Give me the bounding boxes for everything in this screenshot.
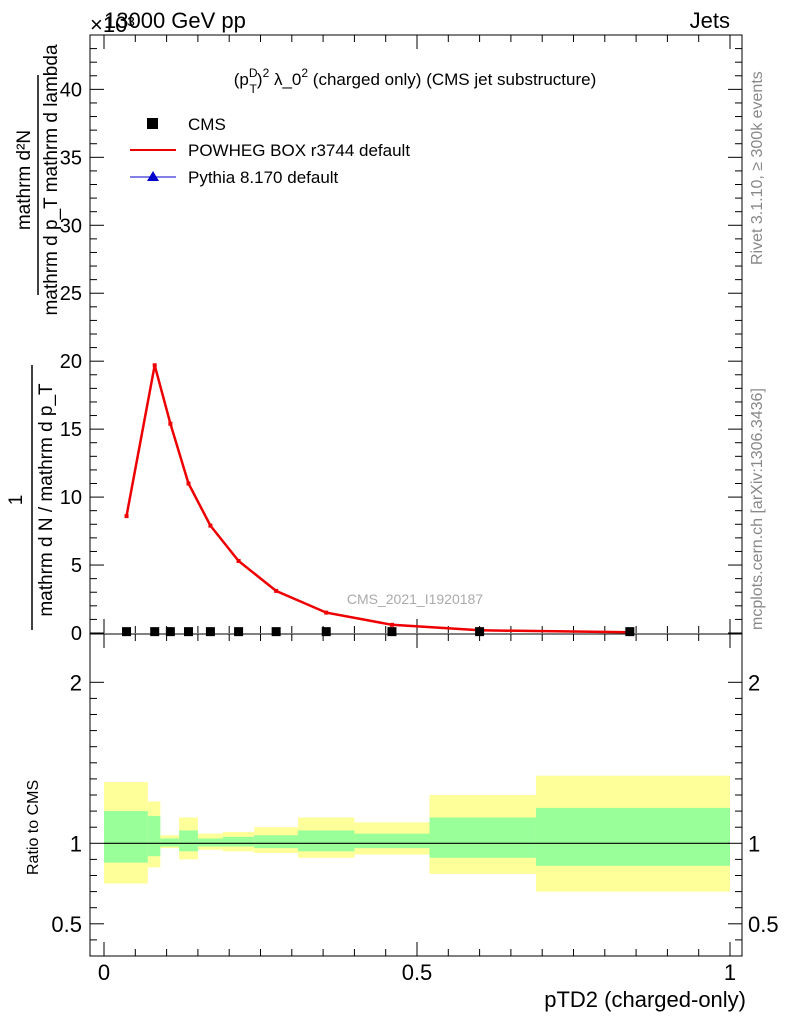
ylabel-denominator: mathrm d N / mathrm d p_T	[36, 383, 57, 617]
upper-ytick-label: 20	[60, 351, 82, 373]
ylabel-numerator-bottom: mathrm d p_T mathrm d lambda	[41, 44, 62, 315]
upper-ytick-label: 5	[71, 555, 82, 577]
ratio-band-inner	[197, 838, 223, 847]
ratio-band-inner	[254, 835, 299, 849]
header-exponent: ×10³	[90, 12, 135, 37]
cms-point	[625, 627, 635, 637]
cms-point	[150, 627, 160, 637]
header-left: 13000 GeV pp	[104, 8, 246, 33]
mcplots-text: mcplots.cern.ch [arXiv:1306.3436]	[749, 388, 766, 630]
xaxis-label: pTD2 (charged-only)	[544, 987, 746, 1012]
cms-point	[165, 627, 175, 637]
powheg-point	[208, 523, 213, 528]
upper-series-layer	[122, 363, 635, 637]
ratio-ylabel: Ratio to CMS	[25, 780, 42, 875]
legend-cms-label: CMS	[188, 115, 226, 134]
powheg-point	[324, 610, 329, 615]
lower-ytick-label-right: 2	[748, 670, 760, 695]
xtick-label: 1	[724, 960, 736, 985]
cms-point	[122, 627, 132, 637]
upper-ytick-label: 40	[60, 79, 82, 101]
ratio-band-inner	[104, 811, 148, 863]
powheg-point	[389, 622, 394, 627]
lower-ytick-label-right: 1	[748, 831, 760, 856]
upper-ytick-label: 15	[60, 419, 82, 441]
lower-ytick-label: 1	[70, 831, 82, 856]
upper-ytick-label: 30	[60, 215, 82, 237]
legend-pythia-marker	[147, 171, 159, 181]
ratio-band-inner	[298, 830, 355, 852]
legend: CMS POWHEG BOX r3744 default Pythia 8.17…	[130, 115, 410, 187]
ratio-band-inner	[222, 836, 255, 847]
legend-cms-marker	[147, 118, 158, 129]
cms-point	[234, 627, 244, 637]
ratio-band-inner	[429, 817, 536, 858]
cms-point	[184, 627, 194, 637]
upper-ytick-label: 10	[60, 487, 82, 509]
lower-ytick-label-right: 0.5	[748, 912, 779, 937]
xtick-label: 0.5	[402, 960, 433, 985]
legend-pythia-label: Pythia 8.170 default	[188, 168, 339, 187]
cms-point	[271, 627, 281, 637]
cms-point	[205, 627, 215, 637]
powheg-point	[152, 363, 157, 368]
powheg-point	[236, 558, 241, 563]
lower-axis-ticks: 0.5 0.5 1 1 2 2 0 0.5 1	[51, 634, 779, 985]
ylabel-one: 1	[6, 495, 27, 506]
cms-point	[321, 627, 331, 637]
powheg-point	[168, 421, 173, 426]
analysis-watermark: CMS_2021_I1920187	[347, 591, 483, 607]
upper-panel-title: (pD T)2 λ_02 (charged only) (CMS jet subs…	[234, 66, 596, 96]
lower-ytick-label: 2	[70, 670, 82, 695]
ratio-bands-layer	[104, 775, 730, 892]
legend-powheg-label: POWHEG BOX r3744 default	[188, 141, 410, 160]
powheg-point	[186, 481, 191, 486]
ratio-band-inner	[160, 838, 180, 847]
ratio-band-inner	[535, 807, 730, 866]
powheg-point	[124, 514, 129, 519]
ratio-band-inner	[354, 833, 430, 849]
upper-axis-ticks: 0 5 10 15 20 25 30 35 40	[60, 35, 742, 645]
upper-ytick-label: 0	[71, 623, 82, 645]
upper-ytick-label: 35	[60, 147, 82, 169]
ratio-band-inner	[179, 830, 198, 852]
cms-point	[475, 627, 485, 637]
ylabel-numerator-top: mathrm d²N	[14, 130, 35, 230]
upper-ylabel: mathrm d²N mathrm d p_T mathrm d lambda …	[6, 44, 62, 630]
lower-ytick-label: 0.5	[51, 912, 82, 937]
xtick-label: 0	[98, 960, 110, 985]
ratio-band-inner	[147, 815, 161, 857]
rivet-version-text: Rivet 3.1.10, ≥ 300k events	[749, 71, 766, 265]
cms-point	[387, 627, 397, 637]
upper-ytick-label: 25	[60, 283, 82, 305]
header-right: Jets	[690, 8, 730, 33]
powheg-point	[274, 588, 279, 593]
